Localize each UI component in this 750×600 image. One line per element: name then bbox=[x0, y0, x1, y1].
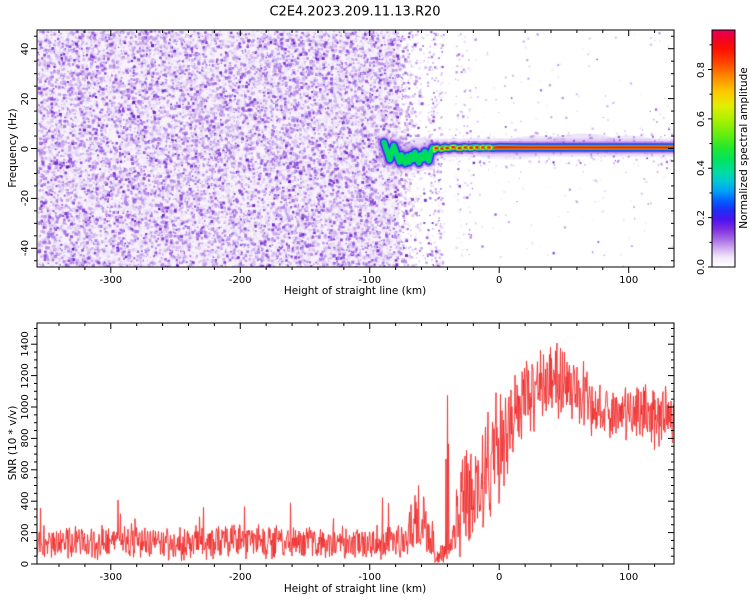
tick-label: 100 bbox=[619, 275, 639, 286]
tick-label: 100 bbox=[619, 572, 639, 583]
tick-label: -40 bbox=[20, 240, 31, 257]
chart-title: C2E4.2023.209.11.13.R20 bbox=[269, 4, 441, 20]
spec-y-axis-label: Frequency (Hz) bbox=[6, 108, 19, 188]
tick-label: 600 bbox=[20, 460, 31, 480]
tick-label: -300 bbox=[99, 572, 123, 583]
tick-label: -100 bbox=[358, 275, 382, 286]
tick-label: -20 bbox=[20, 190, 31, 207]
tick-label: 200 bbox=[20, 523, 31, 543]
tick-label: 0 bbox=[496, 275, 503, 286]
tick-label: 0.4 bbox=[696, 160, 707, 177]
tick-label: 0.0 bbox=[696, 259, 707, 275]
tick-label: 0.2 bbox=[696, 209, 707, 226]
tick-label: 0.6 bbox=[696, 110, 707, 127]
tick-label: 20 bbox=[20, 92, 31, 105]
tick-label: 0.8 bbox=[696, 61, 707, 78]
spectrogram-heatmap bbox=[37, 30, 674, 267]
tick-label: -200 bbox=[228, 275, 252, 286]
tick-label: 800 bbox=[20, 428, 31, 448]
spec-x-axis-label: Height of straight line (km) bbox=[283, 284, 427, 297]
tick-label: 0 bbox=[20, 560, 31, 568]
colorbar-label: Normalized spectral amplitude bbox=[737, 67, 750, 229]
snr-line-plot bbox=[37, 323, 674, 564]
snr-x-axis-label: Height of straight line (km) bbox=[283, 582, 427, 595]
tick-label: -100 bbox=[358, 572, 382, 583]
tick-label: 1000 bbox=[20, 394, 31, 420]
colorbar bbox=[712, 30, 735, 267]
tick-label: 400 bbox=[20, 491, 31, 511]
tick-label: 1400 bbox=[20, 331, 31, 357]
tick-label: 40 bbox=[20, 42, 31, 56]
tick-label: -300 bbox=[99, 275, 123, 286]
tick-label: -200 bbox=[228, 572, 252, 583]
tick-label: 0 bbox=[496, 572, 503, 583]
tick-label: 0 bbox=[20, 145, 31, 152]
tick-label: 1200 bbox=[20, 362, 31, 389]
snr-y-axis-label: SNR (10 * v/v) bbox=[6, 405, 19, 481]
